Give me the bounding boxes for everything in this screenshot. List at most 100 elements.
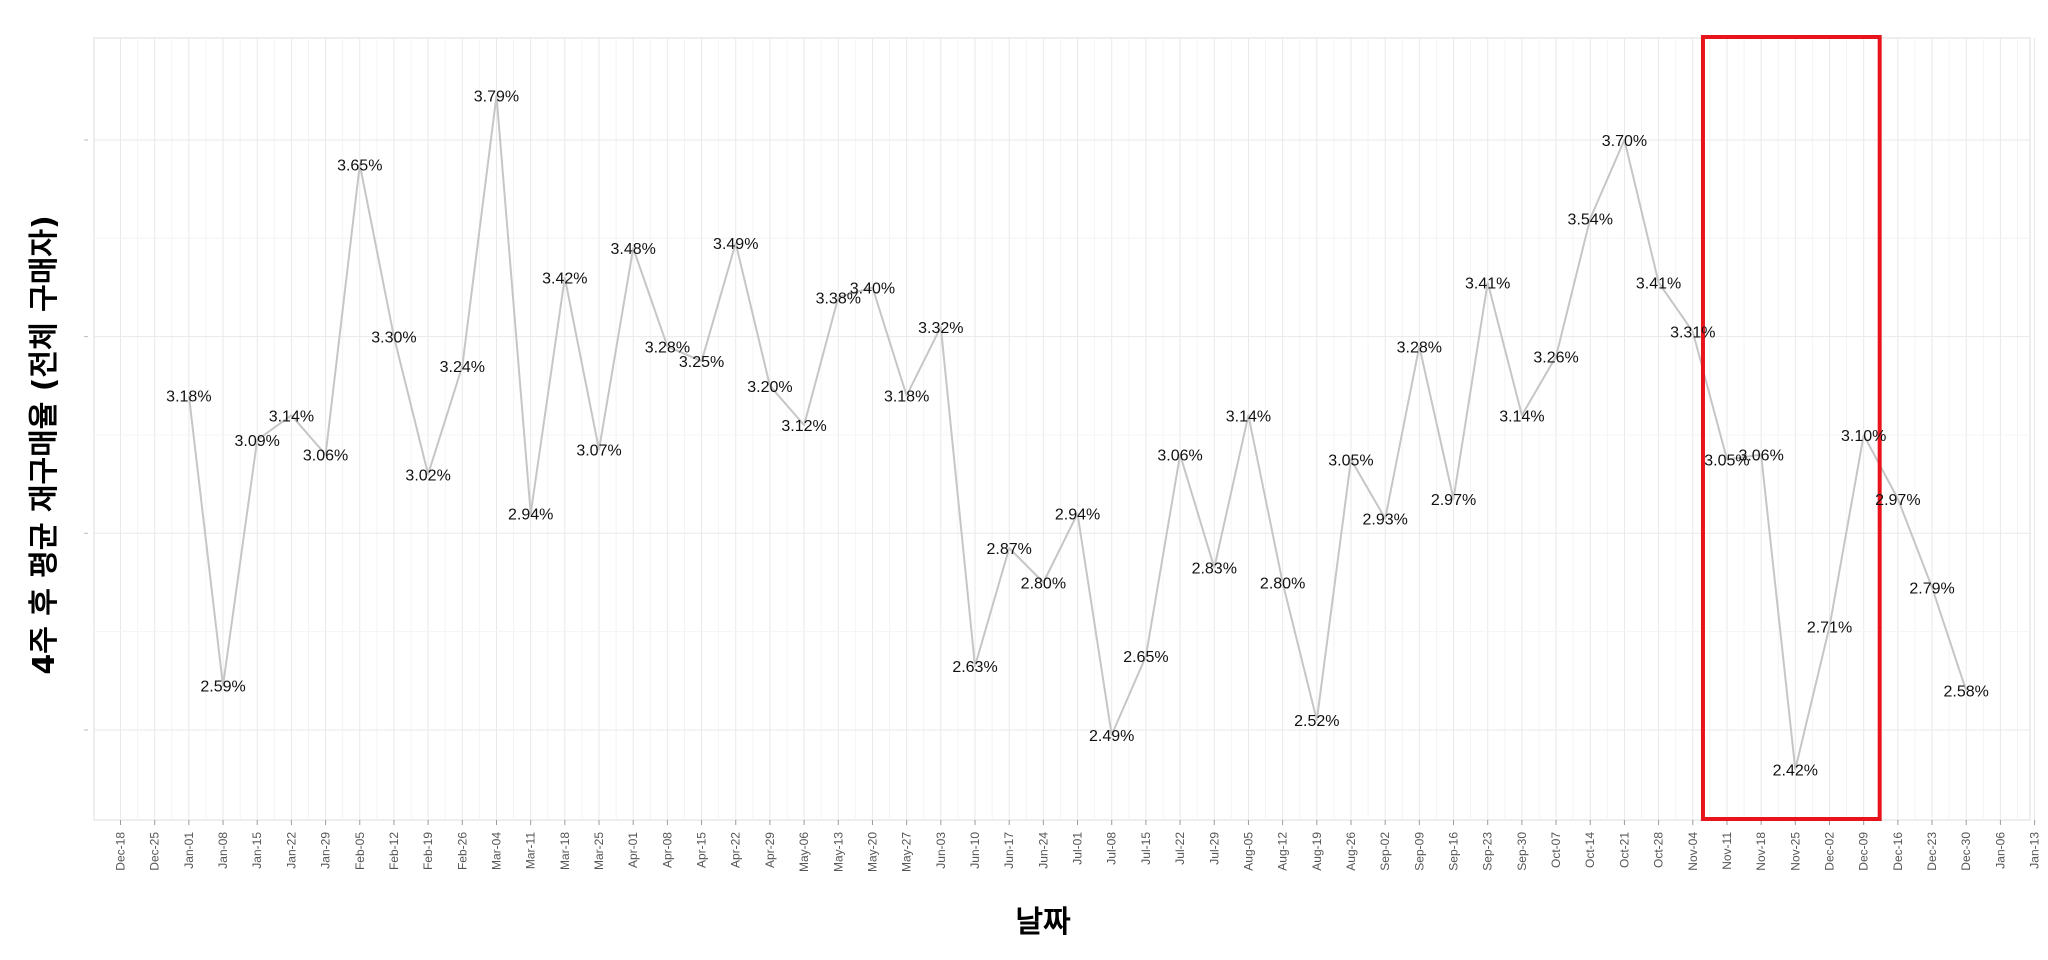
data-label: 2.94%: [508, 507, 553, 524]
data-label: 3.30%: [371, 330, 416, 347]
data-label: 2.97%: [1431, 492, 1476, 509]
x-tick-label: Mar-18: [558, 832, 572, 870]
x-tick-label: Oct-21: [1617, 832, 1631, 868]
x-tick-label: Feb-26: [455, 832, 469, 870]
data-label: 2.71%: [1807, 620, 1852, 637]
x-tick-label: Aug-12: [1276, 832, 1290, 871]
x-tick-label: Sep-30: [1515, 832, 1529, 871]
x-tick-label: Feb-12: [387, 832, 401, 870]
x-tick-label: Jun-17: [1002, 832, 1016, 869]
data-label: 3.28%: [645, 339, 690, 356]
x-tick-label: Aug-26: [1344, 832, 1358, 871]
x-tick-label: May-20: [865, 832, 879, 872]
x-tick-label: Jan-22: [284, 832, 298, 869]
data-label: 3.32%: [918, 320, 963, 337]
x-axis-ticks: Dec-18 Dec-25 Jan-01 Jan-08 Jan-15 Jan-22 Jan-…: [114, 820, 2042, 872]
x-tick-label: May-13: [831, 832, 845, 872]
data-label: 2.83%: [1192, 561, 1237, 578]
x-tick-label: Dec-16: [1891, 832, 1905, 871]
x-tick-label: Jan-01: [182, 832, 196, 869]
y-axis-title: 4주 후 평균 재구매율 (전체 구매자): [27, 215, 62, 674]
data-label: 2.65%: [1123, 649, 1168, 666]
x-tick-label: Apr-15: [695, 832, 709, 868]
data-label: 3.54%: [1568, 212, 1613, 229]
data-label: 2.80%: [1260, 575, 1305, 592]
data-label: 3.18%: [166, 389, 211, 406]
x-tick-label: Oct-28: [1652, 832, 1666, 868]
series-line-layer: [187, 94, 1968, 771]
x-tick-label: Jan-08: [216, 832, 230, 869]
data-label: 2.80%: [1021, 575, 1066, 592]
data-label: 3.14%: [269, 408, 314, 425]
data-label: 2.94%: [1055, 507, 1100, 524]
data-label: 3.06%: [1738, 448, 1783, 465]
x-tick-label: Mar-25: [592, 832, 606, 870]
data-label: 3.41%: [1636, 276, 1681, 293]
data-label: 2.63%: [952, 659, 997, 676]
x-tick-label: Jan-13: [2028, 832, 2042, 869]
x-tick-label: Jul-15: [1139, 832, 1153, 865]
data-label: 3.06%: [303, 448, 348, 465]
x-tick-label: May-06: [797, 832, 811, 872]
highlight-box: [1700, 35, 1882, 821]
data-label: 3.25%: [679, 354, 724, 371]
data-label: 3.14%: [1499, 408, 1544, 425]
data-label: 3.14%: [1226, 408, 1271, 425]
x-tick-label: Oct-07: [1549, 832, 1563, 868]
data-label: 3.05%: [1328, 453, 1373, 470]
data-labels-layer: 3.18% 2.59% 3.09% 3.14% 3.06% 3.65% 3.30% 3.02%…: [166, 89, 1989, 780]
x-tick-label: Jul-08: [1105, 832, 1119, 865]
x-tick-label: Dec-02: [1823, 832, 1837, 871]
x-tick-label: Aug-19: [1310, 832, 1324, 871]
x-tick-label: Sep-02: [1378, 832, 1392, 871]
x-tick-label: Apr-29: [763, 832, 777, 868]
data-label: 3.38%: [816, 290, 861, 307]
x-tick-label: Sep-23: [1481, 832, 1495, 871]
data-label: 3.06%: [1157, 448, 1202, 465]
x-tick-label: Jan-29: [319, 832, 333, 869]
x-tick-label: Nov-18: [1754, 832, 1768, 871]
x-tick-label: Dec-23: [1925, 832, 1939, 871]
data-label: 2.58%: [1944, 684, 1989, 701]
x-tick-label: Jul-22: [1173, 832, 1187, 865]
y-axis-ticks: [84, 139, 88, 731]
x-tick-label: Dec-30: [1959, 832, 1973, 871]
x-tick-label: Mar-04: [489, 832, 503, 870]
x-tick-label: Nov-11: [1720, 832, 1734, 870]
x-tick-label: Sep-09: [1412, 832, 1426, 871]
x-tick-label: Jun-03: [934, 832, 948, 869]
data-label: 2.79%: [1909, 580, 1954, 597]
data-label: 3.20%: [747, 379, 792, 396]
x-tick-label: Apr-01: [626, 832, 640, 868]
data-label: 2.42%: [1773, 762, 1818, 779]
data-label: 3.49%: [713, 236, 758, 253]
data-label: 3.10%: [1841, 428, 1886, 445]
x-tick-label: Apr-22: [729, 832, 743, 868]
series-line: [187, 94, 1968, 771]
x-tick-label: Feb-19: [421, 832, 435, 870]
x-tick-label: Jul-29: [1207, 832, 1221, 865]
data-label: 2.87%: [986, 541, 1031, 558]
x-axis-title: 날짜: [1015, 905, 1071, 940]
x-tick-label: Jul-01: [1071, 832, 1085, 865]
data-label: 3.41%: [1465, 276, 1510, 293]
data-label: 2.49%: [1089, 728, 1134, 745]
x-tick-label: Dec-09: [1857, 832, 1871, 871]
x-tick-label: Jun-10: [968, 832, 982, 869]
x-tick-label: Nov-25: [1788, 832, 1802, 871]
x-tick-label: Feb-05: [353, 832, 367, 870]
x-tick-label: May-27: [900, 832, 914, 872]
data-label: 3.31%: [1670, 325, 1715, 342]
x-tick-label: Jun-24: [1036, 832, 1050, 869]
data-label: 2.59%: [200, 679, 245, 696]
x-tick-label: Nov-04: [1686, 832, 1700, 871]
data-label: 3.24%: [440, 359, 485, 376]
plot-panel: [93, 37, 2031, 821]
x-tick-label: Sep-16: [1447, 832, 1461, 871]
data-label: 2.93%: [1362, 512, 1407, 529]
data-label: 3.09%: [235, 433, 280, 450]
highlight-layer: [1700, 35, 1882, 821]
data-label: 3.79%: [474, 89, 519, 106]
data-label: 3.07%: [576, 443, 621, 460]
